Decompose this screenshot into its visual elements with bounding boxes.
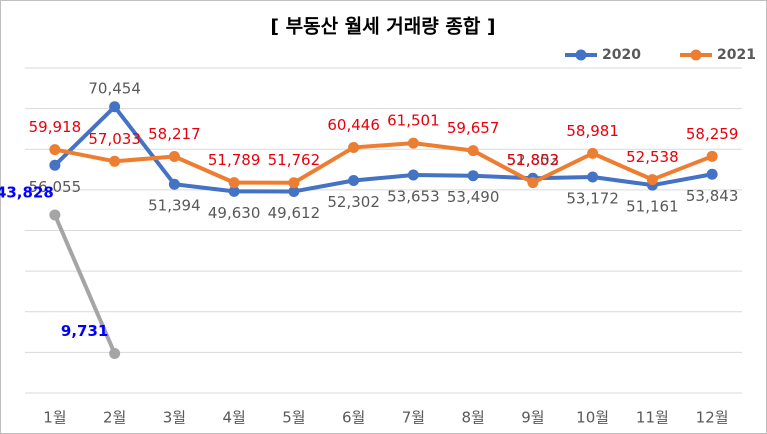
data-label: 58,259 <box>686 125 739 143</box>
point <box>407 137 419 149</box>
x-tick-label: 6월 <box>342 409 365 427</box>
data-label: 9,731 <box>61 322 108 340</box>
point <box>646 174 658 186</box>
data-label: 61,501 <box>387 112 440 130</box>
data-label: 49,630 <box>208 204 261 222</box>
point <box>348 175 360 187</box>
x-tick-label: 4월 <box>222 409 245 427</box>
data-label: 70,454 <box>88 79 141 97</box>
x-tick-label: 10월 <box>576 409 609 427</box>
data-label: 51,394 <box>148 197 201 215</box>
point <box>467 145 479 157</box>
x-tick-label: 9월 <box>521 409 544 427</box>
point <box>407 169 419 181</box>
data-label: 58,217 <box>148 125 201 143</box>
data-label: 58,981 <box>566 122 619 140</box>
data-label: 53,653 <box>387 188 440 206</box>
data-label: 60,446 <box>327 116 380 134</box>
data-label: 52,302 <box>327 193 380 211</box>
legend-label: 2020 <box>602 47 641 63</box>
data-label: 53,490 <box>447 188 500 206</box>
legend-label: 2021 <box>717 47 756 63</box>
data-label: 52,852 <box>507 151 560 169</box>
point <box>109 347 121 359</box>
series-line <box>53 104 713 194</box>
x-tick-label: 5월 <box>282 409 305 427</box>
data-label: 59,657 <box>447 119 500 137</box>
legend-marker <box>690 49 702 61</box>
series-line <box>54 141 713 185</box>
data-label: 53,843 <box>686 187 739 205</box>
point <box>467 170 479 182</box>
data-label: 53,172 <box>566 189 619 207</box>
point <box>587 147 599 159</box>
data-label: 51,161 <box>626 198 679 216</box>
point <box>706 168 718 180</box>
point <box>49 159 61 171</box>
point <box>49 209 61 221</box>
x-tick-label: 3월 <box>163 409 186 427</box>
data-label: 57,033 <box>88 130 141 148</box>
point <box>109 155 121 167</box>
point <box>228 177 240 189</box>
point <box>168 178 180 190</box>
point <box>109 101 121 113</box>
point <box>168 150 180 162</box>
point <box>587 171 599 183</box>
point <box>49 144 61 156</box>
data-label: 51,789 <box>208 151 261 169</box>
point <box>527 177 539 189</box>
data-label: 49,612 <box>268 204 321 222</box>
data-label: 56,055 <box>29 178 82 196</box>
x-tick-label: 8월 <box>461 409 484 427</box>
chart-title: [ 부동산 월세 거래량 종합 ] <box>270 16 495 38</box>
point <box>706 150 718 162</box>
x-tick-label: 2월 <box>103 409 126 427</box>
x-tick-label: 12월 <box>696 409 729 427</box>
point <box>348 141 360 153</box>
x-tick-label: 7월 <box>402 409 425 427</box>
point <box>288 185 300 197</box>
x-tick-label: 1월 <box>43 409 66 427</box>
legend-marker <box>575 49 587 61</box>
x-tick-label: 11월 <box>636 409 669 427</box>
data-label: 59,918 <box>29 118 82 136</box>
data-label: 52,538 <box>626 148 679 166</box>
series-line <box>53 214 117 355</box>
data-label: 51,762 <box>268 151 321 169</box>
data-label: 51,803 <box>507 151 560 169</box>
point <box>288 177 300 189</box>
data-label: 43,828 <box>0 183 54 201</box>
point <box>228 185 240 197</box>
